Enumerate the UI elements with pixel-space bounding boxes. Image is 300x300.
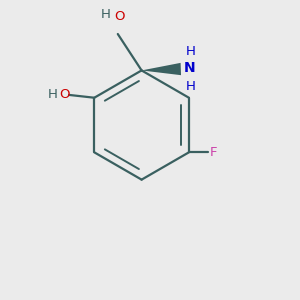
Text: F: F [210, 146, 218, 159]
Text: H: H [186, 45, 196, 58]
Text: H: H [186, 80, 196, 93]
Text: O: O [59, 88, 70, 101]
Text: O: O [114, 10, 124, 23]
Text: N: N [184, 61, 196, 76]
Text: H: H [100, 8, 110, 21]
Polygon shape [142, 63, 181, 75]
Text: H: H [48, 88, 58, 101]
